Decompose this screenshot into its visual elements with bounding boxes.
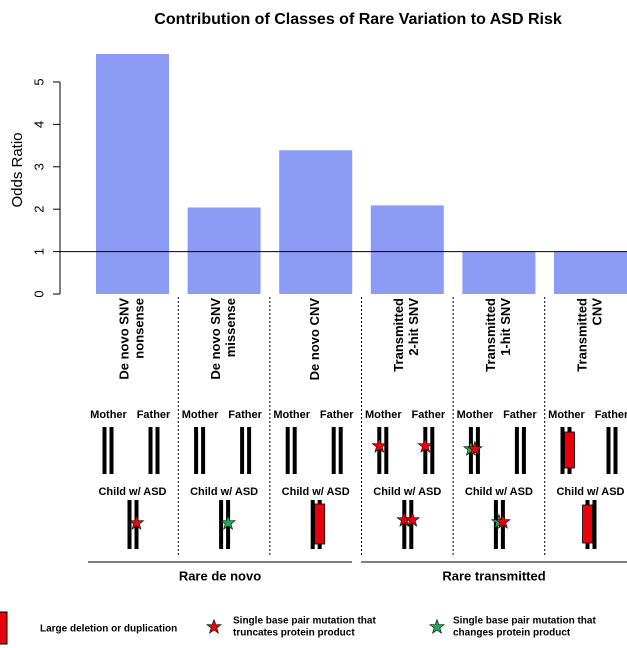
legend-text: changes protein product [453, 628, 571, 639]
chromosome [561, 427, 565, 474]
chromosome [201, 427, 205, 474]
mutation-star [207, 620, 221, 634]
child-label: Child w/ ASD [465, 486, 533, 498]
y-tick-label: 1 [31, 248, 46, 255]
chromosome [430, 427, 434, 474]
chart-title: Contribution of Classes of Rare Variatio… [154, 11, 562, 28]
chromosome [522, 427, 526, 474]
mother-label: Mother [90, 409, 127, 421]
group-label: Rare de novo [179, 568, 261, 583]
chromosome [240, 427, 244, 474]
mother-label: Mother [273, 409, 310, 421]
child-label: Child w/ ASD [556, 486, 624, 498]
chromosome [402, 500, 406, 549]
chromosome [286, 427, 290, 474]
deletion-box [565, 432, 575, 468]
legend-text: Single base pair mutation that [453, 616, 596, 627]
father-label: Father [595, 409, 627, 421]
bar [371, 205, 444, 294]
y-tick-label: 4 [31, 121, 46, 128]
chromosome [515, 427, 519, 474]
y-axis-label: Odds Ratio [9, 132, 26, 207]
chromosome [247, 427, 251, 474]
chromosome [149, 427, 153, 474]
deletion-box [315, 504, 325, 544]
x-tick-label: Transmitted [574, 298, 589, 372]
father-label: Father [228, 409, 262, 421]
x-tick-label: Transmitted [391, 298, 406, 372]
chromosome [128, 500, 132, 549]
x-tick-label: Transmitted [483, 298, 498, 372]
x-tick-label: 1-hit SNV [498, 298, 513, 356]
bar [462, 252, 535, 294]
y-tick-label: 0 [31, 290, 46, 297]
mother-label: Mother [548, 409, 585, 421]
chromosome [614, 427, 618, 474]
chromosome [607, 427, 611, 474]
legend-text: truncates protein product [233, 628, 355, 639]
bar [554, 252, 627, 294]
chromosome [103, 427, 107, 474]
x-tick-label: 2-hit SNV [406, 298, 421, 356]
mother-label: Mother [365, 409, 402, 421]
chromosome [384, 427, 388, 474]
child-label: Child w/ ASD [98, 486, 166, 498]
chromosome [311, 500, 315, 549]
x-tick-label: nonsense [131, 298, 146, 359]
mother-label: Mother [182, 409, 219, 421]
chromosome [423, 427, 427, 474]
mother-label: Mother [457, 409, 494, 421]
child-label: Child w/ ASD [282, 486, 350, 498]
mutation-star [430, 620, 444, 634]
father-label: Father [503, 409, 537, 421]
legend-box [0, 612, 7, 644]
chromosome [219, 500, 223, 549]
x-tick-label: CNV [589, 298, 604, 326]
child-label: Child w/ ASD [373, 486, 441, 498]
chromosome [156, 427, 160, 474]
father-label: Father [411, 409, 445, 421]
child-label: Child w/ ASD [190, 486, 258, 498]
legend-text: Single base pair mutation that [233, 616, 376, 627]
bar [96, 54, 169, 294]
chromosome [377, 427, 381, 474]
y-tick-label: 5 [31, 78, 46, 85]
y-tick-label: 3 [31, 163, 46, 170]
chromosome [110, 427, 114, 474]
chromosome [194, 427, 198, 474]
bar [188, 207, 261, 294]
x-tick-label: De novo SNV [116, 298, 131, 380]
father-label: Father [320, 409, 354, 421]
x-tick-label: De novo CNV [307, 298, 322, 381]
x-tick-label: missense [223, 298, 238, 357]
chromosome [593, 500, 597, 549]
deletion-box [583, 505, 593, 543]
chromosome [332, 427, 336, 474]
group-label: Rare transmitted [442, 568, 545, 583]
bar [279, 150, 352, 294]
father-label: Father [137, 409, 171, 421]
y-tick-label: 2 [31, 206, 46, 213]
chromosome [293, 427, 297, 474]
legend-text: Large deletion or duplication [40, 624, 177, 635]
chart: Contribution of Classes of Rare Variatio… [0, 0, 627, 648]
chromosome [339, 427, 343, 474]
x-tick-label: De novo SNV [208, 298, 223, 380]
